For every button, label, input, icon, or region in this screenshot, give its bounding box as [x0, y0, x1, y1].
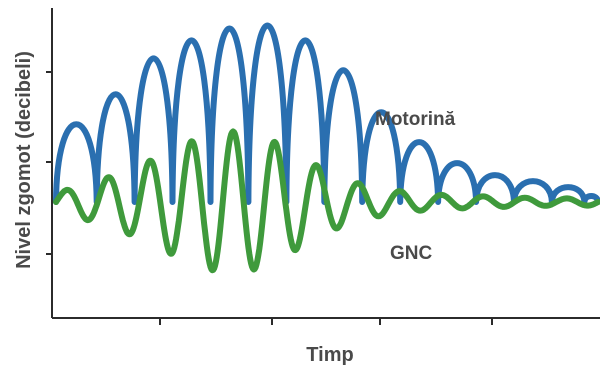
series-label-motorina: Motorină: [375, 109, 456, 130]
series-label-gnc: GNC: [390, 243, 433, 264]
y-axis-label: Nivel zgomot (decibeli): [13, 51, 35, 269]
series-line-motorina: [53, 22, 600, 205]
series-line-gnc: [53, 128, 600, 274]
x-axis-label: Timp: [306, 344, 353, 366]
axis-ticks: [46, 71, 493, 325]
plot-area: [53, 22, 600, 274]
